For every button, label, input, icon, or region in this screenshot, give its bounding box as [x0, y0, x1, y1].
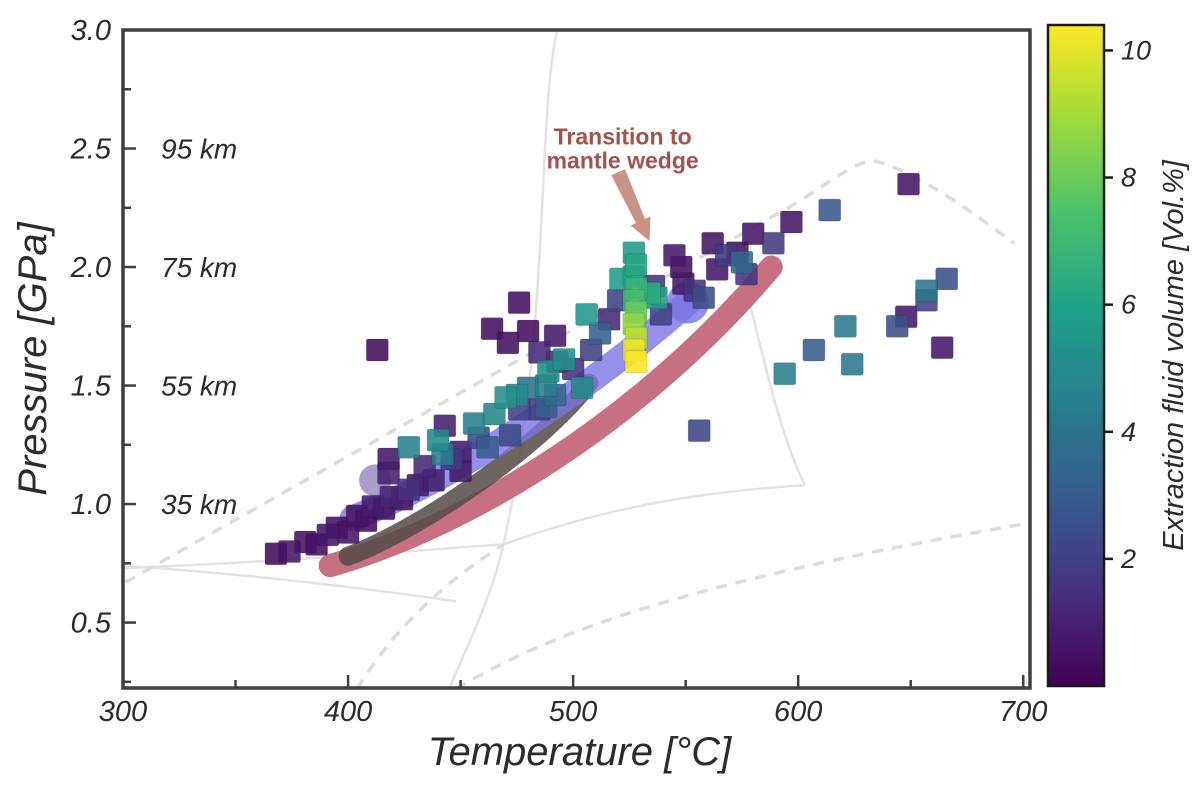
scatter-point [552, 348, 576, 371]
scatter-point [897, 172, 920, 196]
x-tick-label: 500 [549, 696, 597, 728]
colorbar-tick-label: 8 [1121, 163, 1136, 193]
scatter-point [494, 385, 518, 409]
scatter-point [833, 314, 857, 338]
colorbar-group: 2 4 6 8 10 Extraction fluid volume [Vol.%] [1046, 23, 1190, 688]
colorbar-tick-label: 4 [1121, 417, 1136, 447]
depth-label: 95 km [161, 134, 237, 165]
scatter-point [413, 454, 437, 478]
scatter-point [496, 331, 520, 355]
annotation-line1: Transition to [554, 124, 692, 150]
x-tick-label: 400 [324, 696, 372, 728]
annotation-arrow [611, 169, 651, 241]
y-tick-label: 2.0 [70, 252, 111, 284]
scatter-point [570, 376, 594, 400]
x-tick-label: 300 [99, 696, 147, 728]
plot-frame [121, 28, 1032, 690]
y-axis-title: Pressure [GPa] [11, 221, 55, 495]
depth-label: 55 km [161, 371, 237, 402]
colorbar-tick-label: 10 [1121, 35, 1151, 65]
scatter-point [885, 314, 909, 338]
y-tick-label: 3.0 [71, 15, 111, 47]
scatter-points-group [264, 172, 959, 566]
scatter-point [624, 253, 648, 277]
scatter-point [426, 428, 450, 452]
scatter-point [543, 324, 567, 348]
colorbar-title: Extraction fluid volume [Vol.%] [1158, 159, 1190, 551]
scatter-point [662, 243, 686, 267]
scatter-point [687, 419, 711, 443]
facies-boundary-dashed-lower [455, 521, 1030, 688]
scatter-point [397, 478, 421, 502]
scatter-point [316, 523, 340, 547]
scatter-point [840, 352, 864, 376]
scatter-point [482, 402, 506, 426]
depth-label: 35 km [161, 489, 237, 520]
scatter-point [730, 250, 754, 274]
scatter-point [935, 267, 959, 291]
scatter-point [818, 198, 842, 222]
scatter-point [692, 286, 716, 310]
scatter-point [476, 435, 500, 459]
scatter-point [761, 231, 785, 255]
scatter-point [575, 302, 599, 326]
annotation-line2: mantle wedge [547, 147, 699, 173]
axes-group: 300 400 500 600 700 0.5 1.0 1.5 2.0 2.5 3.0 95 km 75… [11, 15, 1047, 774]
y-tick-label: 2.5 [70, 134, 112, 166]
scatter-point [624, 350, 648, 374]
scatter-point [930, 336, 954, 360]
colorbar-tick-label: 6 [1121, 290, 1137, 320]
scatter-point [462, 412, 486, 435]
depth-label: 75 km [161, 252, 237, 283]
y-tick-label: 1.5 [71, 371, 112, 403]
scatter-point [915, 279, 938, 303]
x-axis-title: Temperature [°C] [428, 730, 732, 774]
scatter-point [278, 540, 301, 563]
y-tick-label: 1.0 [71, 489, 111, 521]
scatter-point [498, 423, 522, 447]
facies-boundary-dashed-short [355, 542, 505, 688]
facies-boundary-low-left [123, 564, 457, 603]
x-tick-label: 600 [774, 696, 822, 728]
scatter-point [397, 435, 421, 459]
scatter-point [516, 319, 540, 343]
scatter-point [779, 210, 803, 234]
facies-boundary-dashed-main [124, 158, 1016, 584]
x-tick-label: 700 [999, 696, 1047, 728]
scatter-point [588, 321, 612, 345]
scatter-point [365, 338, 389, 362]
scatter-point [773, 362, 797, 386]
y-tick-label: 0.5 [71, 608, 112, 640]
colorbar-tick-label: 2 [1120, 544, 1136, 574]
scatter-point [741, 222, 765, 246]
scatter-point [802, 338, 826, 362]
colorbar-bar [1046, 23, 1106, 688]
scatter-point [377, 461, 401, 485]
scatter-point [507, 291, 531, 315]
